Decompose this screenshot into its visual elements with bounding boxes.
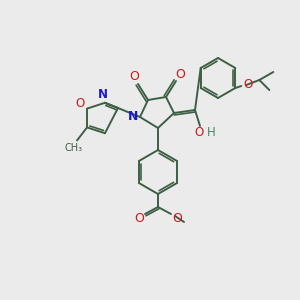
Text: CH₃: CH₃ <box>65 143 83 153</box>
Text: O: O <box>129 70 139 83</box>
Text: N: N <box>98 88 108 101</box>
Text: O: O <box>244 79 253 92</box>
Text: O: O <box>134 212 144 224</box>
Text: O: O <box>175 68 185 80</box>
Text: N: N <box>128 110 138 122</box>
Text: O: O <box>194 127 204 140</box>
Text: H: H <box>207 127 215 140</box>
Text: O: O <box>172 212 182 224</box>
Text: O: O <box>75 97 85 110</box>
